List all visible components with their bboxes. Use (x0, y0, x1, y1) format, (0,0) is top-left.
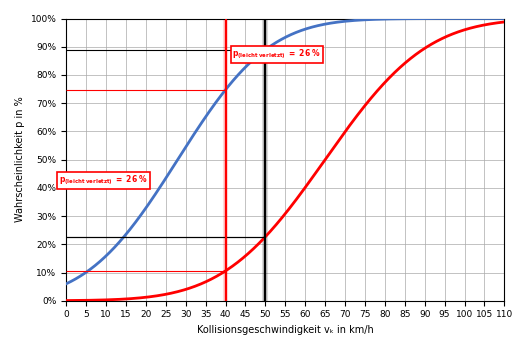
Text: $\mathbf{p_{(leicht\ verletzt)}\ =\ 26\ \%}$: $\mathbf{p_{(leicht\ verletzt)}\ =\ 26\ … (232, 47, 322, 61)
Y-axis label: Wahrscheinlichkeit p in %: Wahrscheinlichkeit p in % (15, 97, 25, 223)
Bar (223, 19, 228, 301)
X-axis label: Kollisionsgeschwindigkeit vₖ in km/h: Kollisionsgeschwindigkeit vₖ in km/h (197, 325, 374, 335)
Text: $\mathbf{p_{(leicht\ verletzt)}\ =\ 26\ \%}$: $\mathbf{p_{(leicht\ verletzt)}\ =\ 26\ … (59, 174, 148, 187)
Bar (263, 19, 267, 301)
